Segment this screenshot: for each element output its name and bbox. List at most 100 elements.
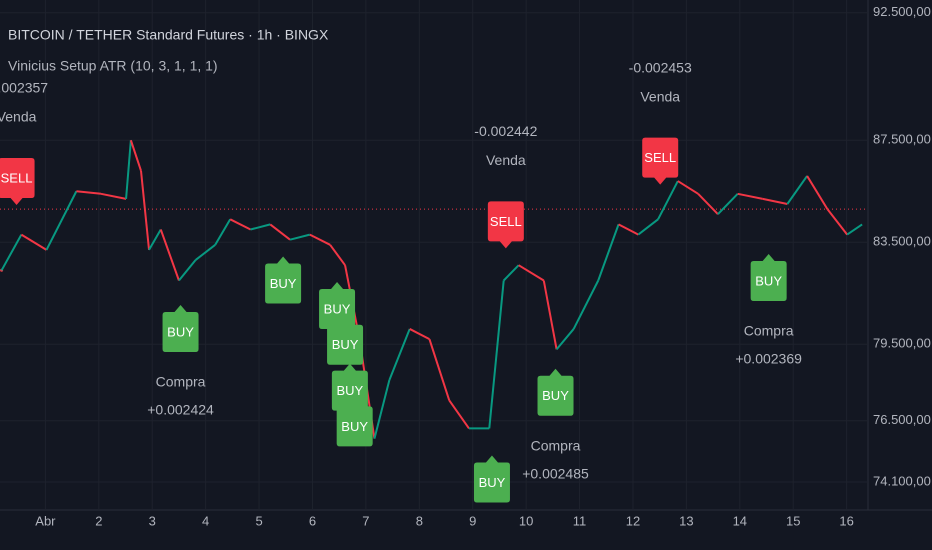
- buy-label-box: [319, 282, 356, 330]
- signal-result: +0.002369: [735, 351, 802, 367]
- signal-side: BUY: [337, 383, 364, 398]
- signal: BUY: [265, 256, 302, 304]
- grid: [0, 0, 868, 510]
- price-segment: [762, 197, 788, 205]
- price-segment: [737, 192, 763, 200]
- sell-label-box: [0, 158, 35, 205]
- price-segment: [159, 229, 180, 281]
- price-segment: [409, 328, 430, 341]
- price-segment: [250, 223, 271, 231]
- price-segment: [148, 229, 162, 251]
- signal-action: Venda: [640, 88, 680, 104]
- x-tick-label: 10: [519, 513, 533, 528]
- signal: BUY: [473, 455, 510, 503]
- price-segment: [45, 190, 78, 251]
- buy-label-box: [327, 317, 364, 365]
- price-segment: [373, 379, 391, 439]
- signal-result: -0.002453: [629, 59, 692, 75]
- buy-label-box: [331, 363, 368, 411]
- signal: BUY: [327, 317, 364, 365]
- price-segment: [0, 234, 23, 271]
- price-segment: [20, 233, 47, 251]
- buy-label-box: [162, 305, 199, 352]
- x-tick-label: 14: [733, 513, 747, 528]
- price-segment: [806, 175, 829, 210]
- signal-side: BUY: [479, 475, 506, 490]
- signal-side: BUY: [341, 419, 368, 434]
- price-segment: [518, 264, 545, 282]
- buy-label-box: [537, 368, 574, 416]
- price-segment: [214, 218, 232, 246]
- signal: SELL: [487, 201, 524, 249]
- signal: BUY: [162, 305, 199, 352]
- price-segment: [572, 280, 600, 330]
- signal-side: BUY: [270, 276, 297, 291]
- signal: BUY: [319, 282, 356, 330]
- price-segment: [329, 244, 346, 266]
- signal-action: Compra: [156, 374, 206, 390]
- y-tick-label: 76.500,00: [873, 412, 931, 427]
- signal-result: +0.002485: [522, 465, 589, 481]
- price-segment: [269, 223, 291, 241]
- signal: SELL: [642, 137, 679, 185]
- chart-title: BITCOIN / TETHER Standard Futures · 1h ·…: [8, 27, 329, 43]
- x-tick-label: 8: [416, 513, 423, 528]
- price-segment: [846, 223, 863, 236]
- signal-side: SELL: [644, 150, 676, 165]
- signal: BUY: [750, 254, 787, 301]
- signal-result: +0.002424: [147, 402, 214, 418]
- sell-label-box: [642, 137, 679, 185]
- price-segment: [597, 224, 620, 281]
- x-tick-label: 16: [839, 513, 853, 528]
- price-segment: [289, 233, 311, 241]
- x-tick-label: 3: [149, 513, 156, 528]
- price-segment: [542, 280, 558, 350]
- price-segment: [229, 218, 251, 231]
- signal-side: BUY: [167, 324, 194, 339]
- signal: BUY: [537, 368, 574, 416]
- x-tick-label: Abr: [35, 513, 56, 528]
- signal-result: -0.002442: [474, 123, 537, 139]
- price-segment: [502, 264, 520, 282]
- signal-action: Compra: [531, 437, 581, 453]
- price-segment: [125, 140, 132, 199]
- y-tick-label: 92.500,00: [873, 4, 931, 19]
- signal: SELL: [0, 158, 35, 205]
- price-segment: [826, 208, 848, 236]
- signal-result: -0.002357: [0, 80, 48, 96]
- x-tick-label: 13: [679, 513, 693, 528]
- buy-label-box: [265, 256, 302, 304]
- price-segment: [129, 139, 142, 172]
- signal-side: BUY: [755, 273, 782, 288]
- signal-side: BUY: [324, 301, 351, 316]
- x-tick-label: 15: [786, 513, 800, 528]
- price-segment: [637, 218, 659, 236]
- chart-subtitle: Vinicius Setup ATR (10, 3, 1, 1, 1): [8, 58, 218, 74]
- price-segment: [388, 328, 411, 381]
- price-segment: [309, 233, 331, 246]
- signal-action: Compra: [744, 323, 794, 339]
- buy-label-box: [473, 455, 510, 503]
- y-tick-label: 87.500,00: [873, 132, 931, 147]
- price-segment: [178, 259, 197, 282]
- price-segment: [140, 170, 151, 251]
- signal-action: Venda: [0, 109, 37, 125]
- signals: SELL Venda -0.002357 BUY Compra +0.002424 BUY B…: [0, 59, 802, 503]
- price-segment: [488, 280, 505, 429]
- y-tick-label: 83.500,00: [873, 234, 931, 249]
- signal-side: SELL: [490, 214, 522, 229]
- price-segment: [194, 244, 216, 261]
- y-tick-label: 79.500,00: [873, 336, 931, 351]
- signal: BUY: [331, 363, 368, 411]
- axes: 92.500,00 87.500,00 83.500,00 79.500,00 76.5…: [35, 4, 931, 528]
- signal-side: SELL: [1, 170, 33, 185]
- x-tick-label: 4: [202, 513, 209, 528]
- buy-label-box: [750, 254, 787, 301]
- x-tick-label: 12: [626, 513, 640, 528]
- signal-side: BUY: [542, 388, 569, 403]
- price-segment: [717, 193, 739, 215]
- price-segment: [657, 180, 679, 220]
